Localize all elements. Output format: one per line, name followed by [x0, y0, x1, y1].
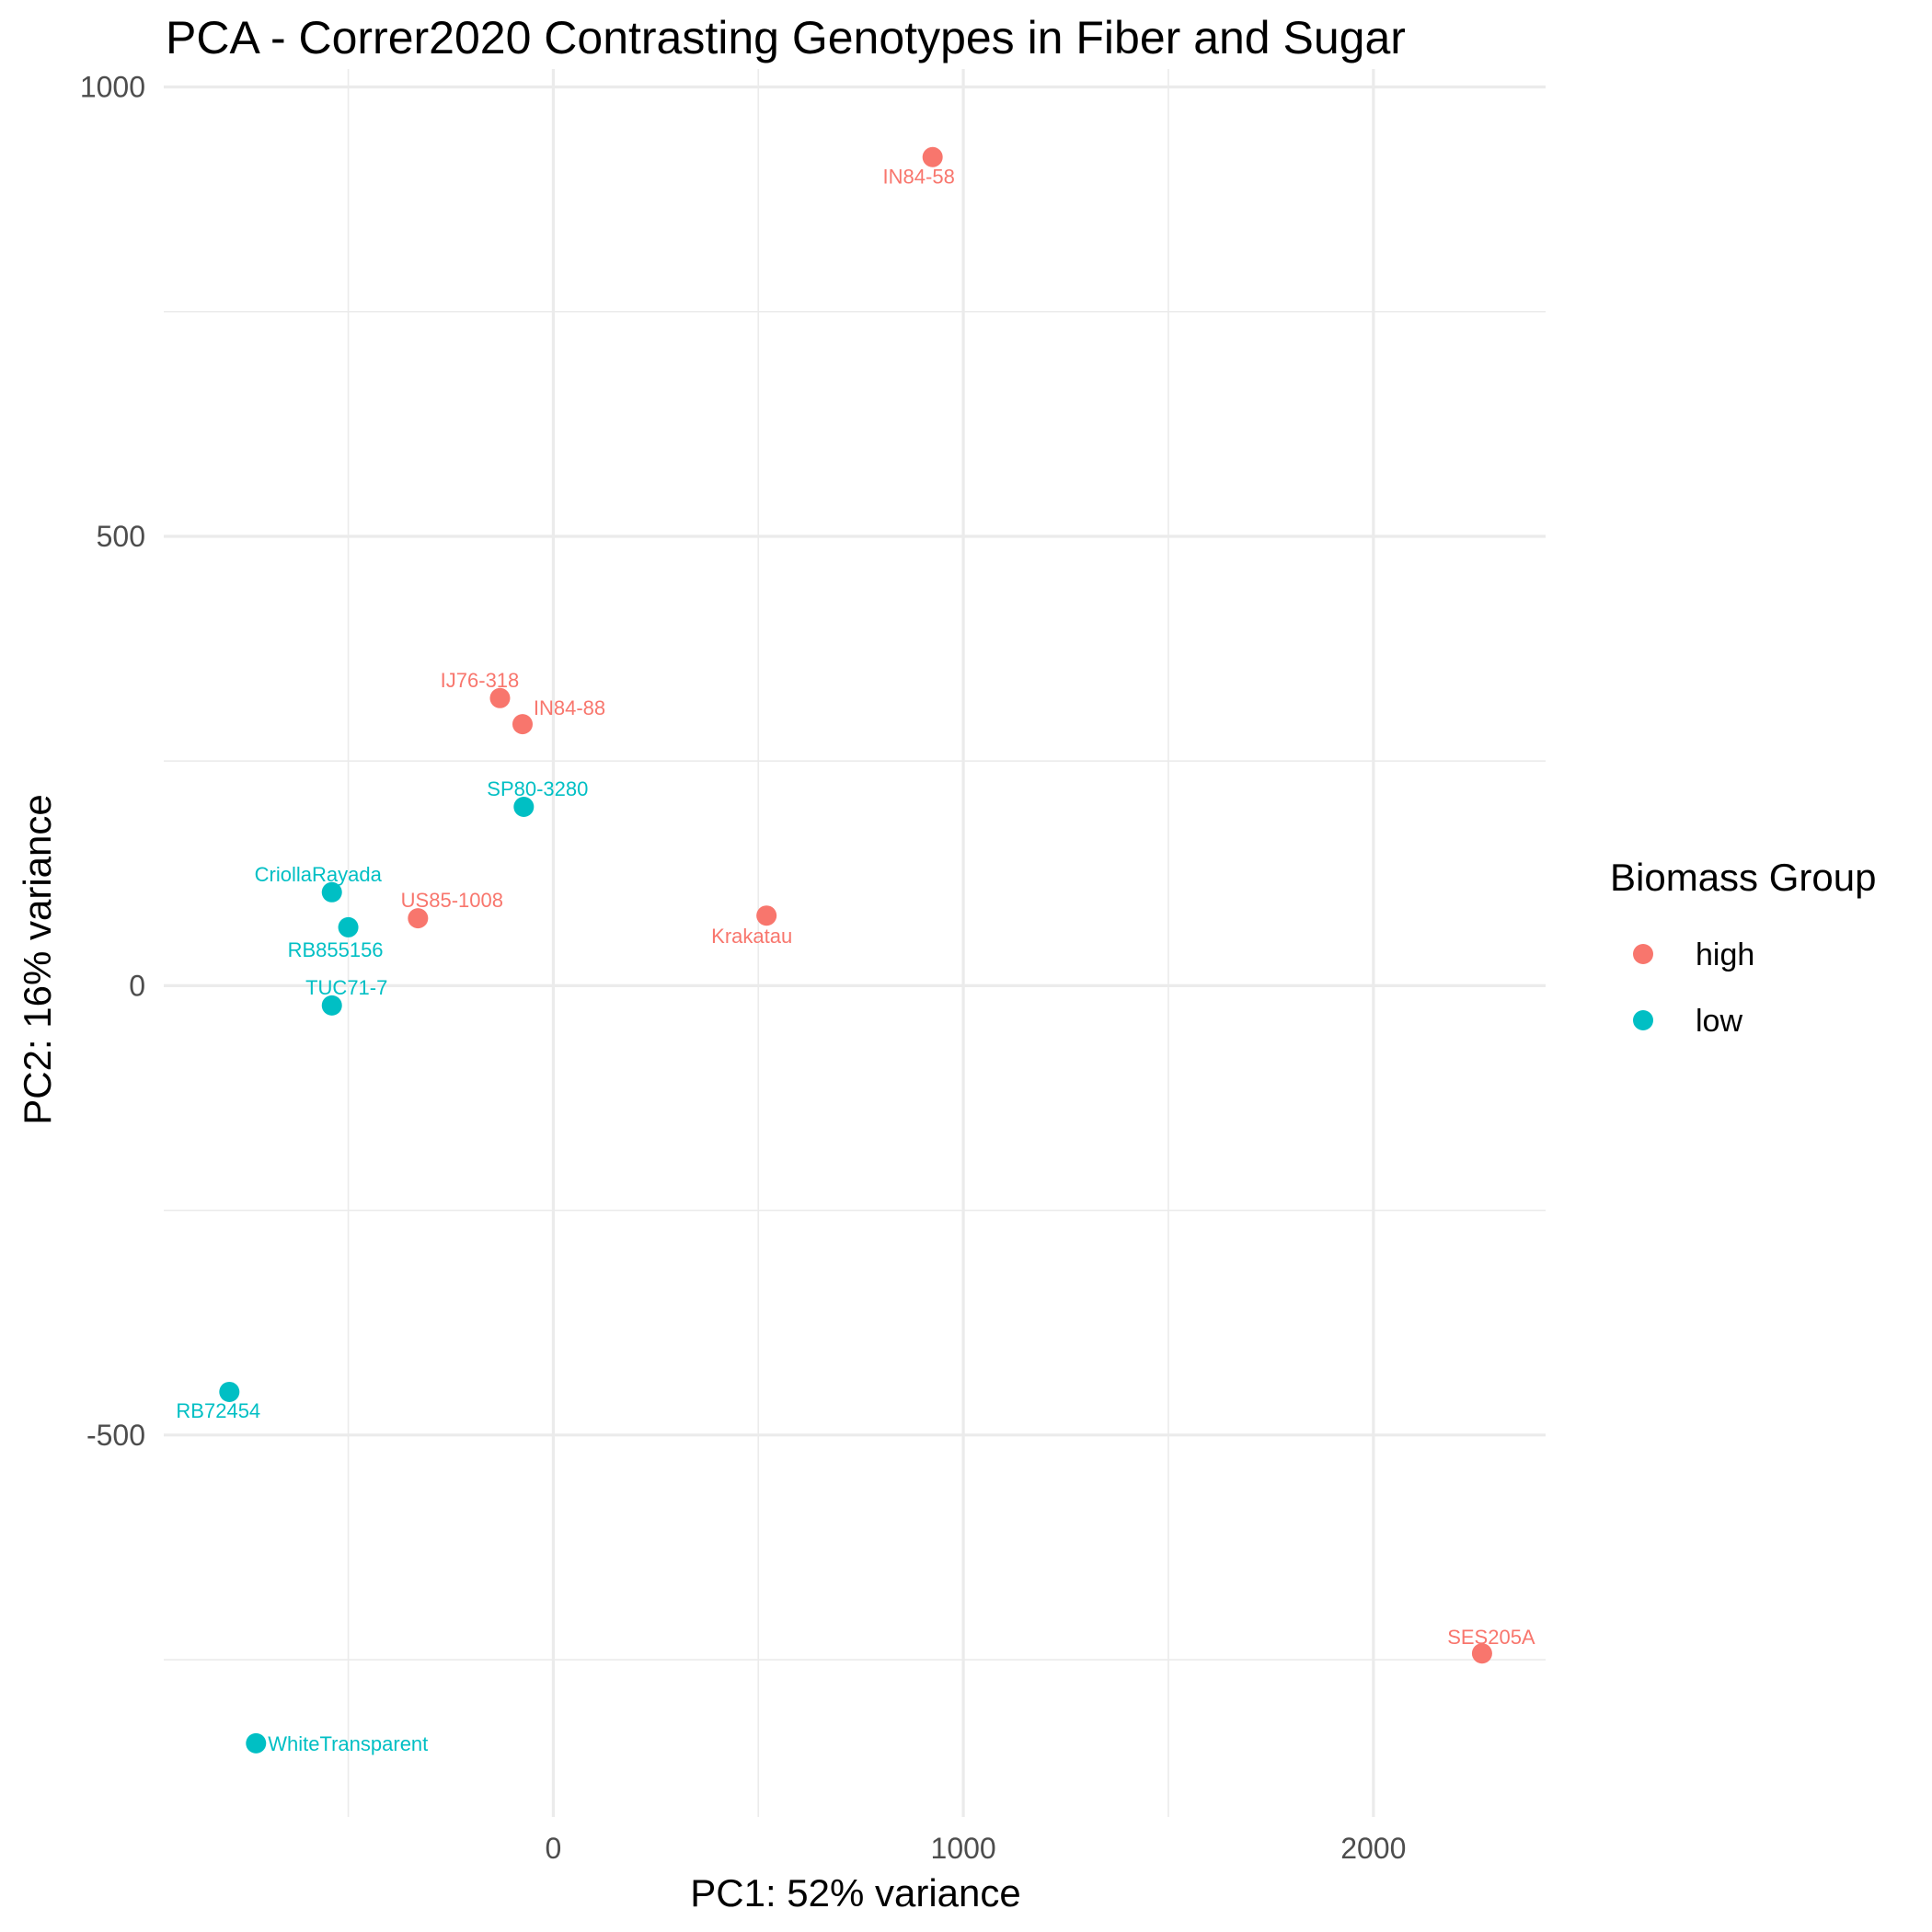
- point-label: IJ76-318: [441, 669, 520, 692]
- data-point-high: [408, 908, 429, 929]
- legend-title: Biomass Group: [1610, 856, 1876, 899]
- point-label: US85-1008: [401, 889, 503, 912]
- point-label: RB72454: [176, 1399, 260, 1422]
- point-label: IN84-58: [883, 166, 955, 189]
- data-point-low: [246, 1732, 267, 1754]
- legend-label: low: [1696, 1004, 1742, 1039]
- legend-key-low: [1633, 1010, 1653, 1030]
- legend-label: high: [1696, 937, 1754, 972]
- y-tick-label: 0: [129, 969, 145, 1002]
- legend: Biomass Group high low: [1610, 856, 1876, 1039]
- data-point-low: [219, 1381, 240, 1402]
- point-label: WhiteTransparent: [268, 1732, 428, 1755]
- legend-items: high low: [1633, 937, 1754, 1039]
- data-point-high: [756, 905, 777, 926]
- x-axis-tick-labels: 0 1000 2000: [546, 1832, 1407, 1865]
- x-tick-label: 0: [546, 1832, 562, 1865]
- data-point-low: [513, 797, 535, 818]
- y-axis-tick-labels: -500 0 500 1000: [80, 71, 145, 1452]
- x-tick-label: 1000: [931, 1832, 996, 1865]
- point-label: RB855156: [288, 938, 384, 961]
- y-tick-label: 500: [97, 520, 145, 553]
- point-label: Krakatau: [711, 925, 792, 948]
- data-point-labels: IN84-58 IJ76-318 IN84-88 US85-1008 Krakatau S…: [176, 166, 1535, 1755]
- data-points: [219, 146, 1492, 1754]
- point-label: SES205A: [1447, 1626, 1535, 1649]
- point-label: SP80-3280: [487, 777, 588, 800]
- minor-gridlines: [164, 69, 1546, 1817]
- data-point-high: [1471, 1643, 1492, 1664]
- major-gridlines: [164, 69, 1546, 1817]
- data-point-low: [338, 916, 359, 937]
- data-point-low: [321, 995, 342, 1016]
- point-label: TUC71-7: [305, 976, 387, 999]
- x-tick-label: 2000: [1340, 1832, 1406, 1865]
- y-tick-label: -500: [86, 1419, 145, 1452]
- y-tick-label: 1000: [80, 71, 145, 104]
- chart-title: PCA - Correr2020 Contrasting Genotypes i…: [166, 12, 1406, 63]
- legend-key-high: [1633, 944, 1653, 964]
- point-label: CriollaRayada: [255, 863, 383, 886]
- data-point-high: [922, 146, 943, 167]
- point-label: IN84-88: [534, 696, 605, 719]
- data-point-low: [321, 881, 342, 903]
- data-point-high: [489, 687, 511, 708]
- data-point-high: [512, 714, 533, 735]
- y-axis-title: PC2: 16% variance: [16, 794, 59, 1125]
- x-axis-title: PC1: 52% variance: [690, 1871, 1021, 1915]
